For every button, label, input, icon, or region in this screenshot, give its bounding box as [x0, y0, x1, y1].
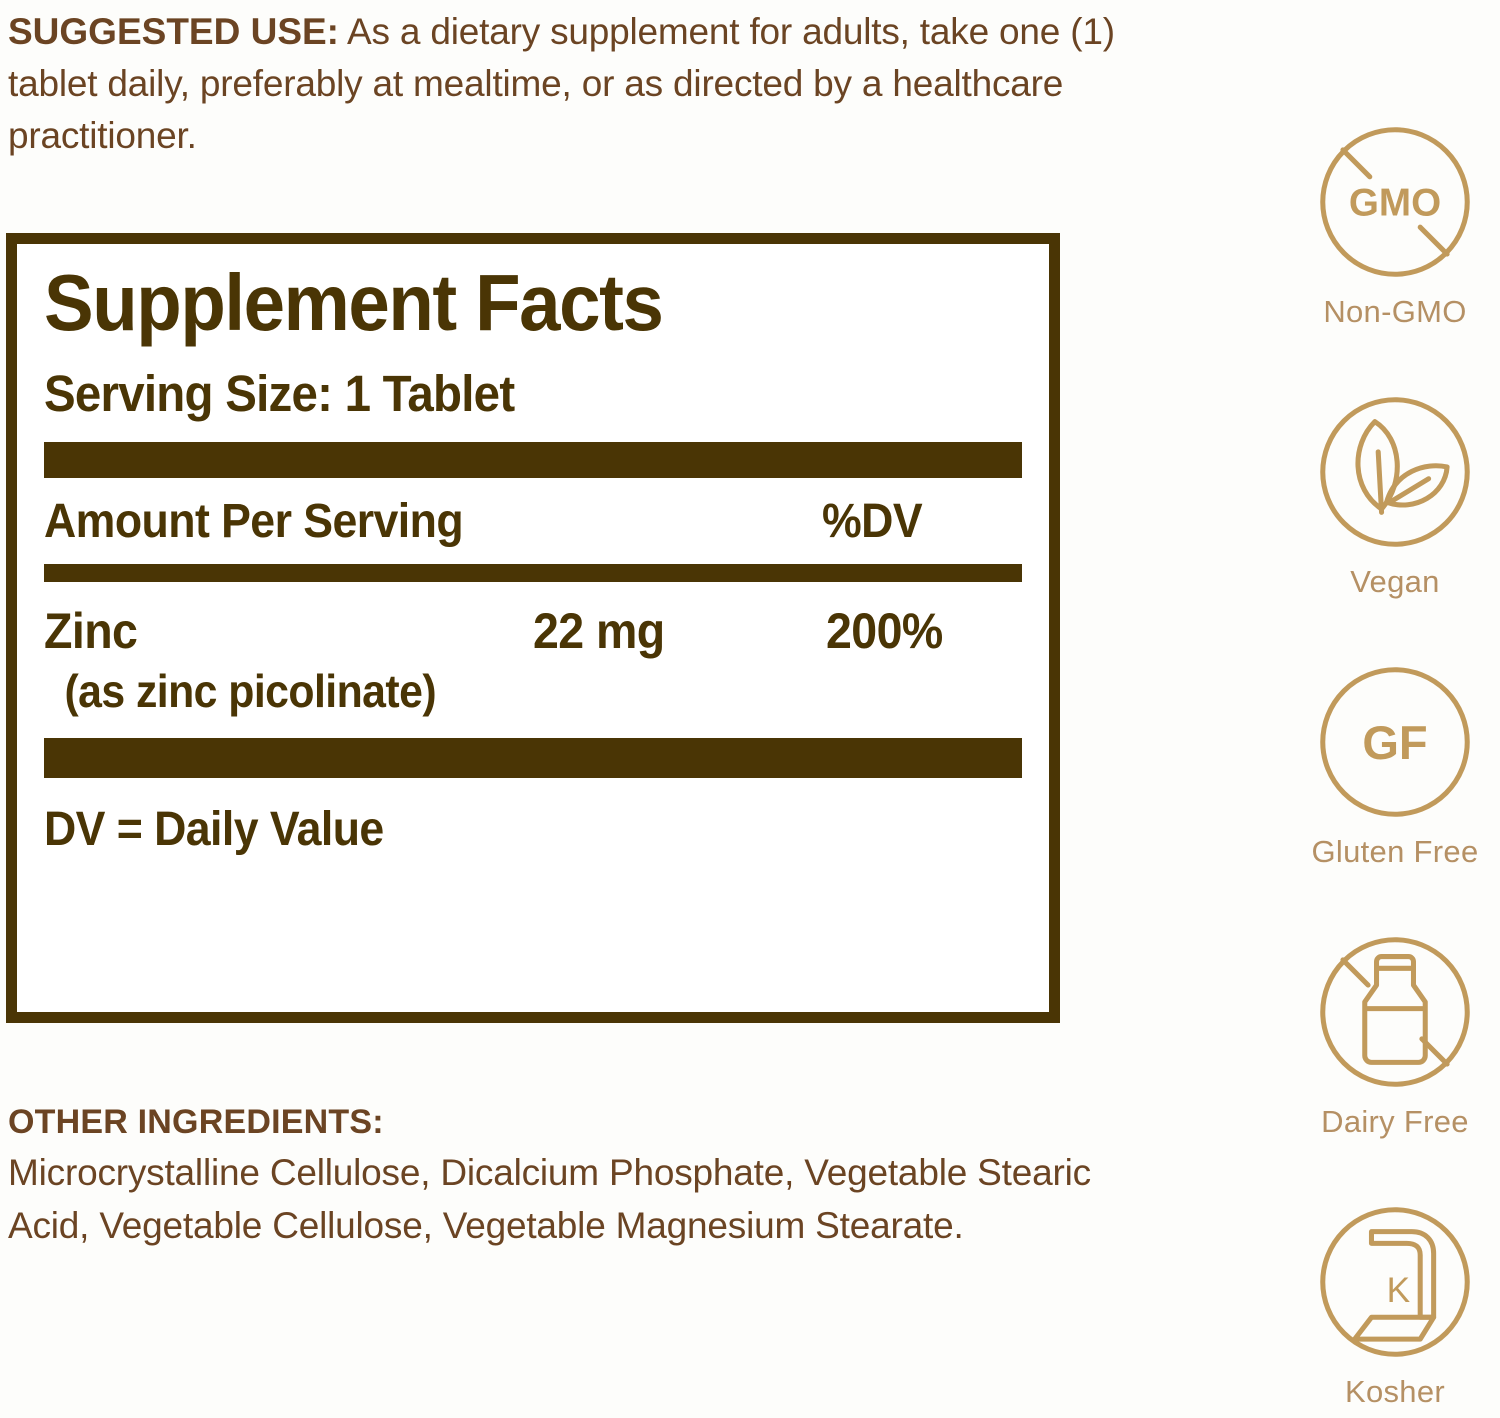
divider-bar-footer	[44, 738, 1022, 778]
supplement-facts-title: Supplement Facts	[44, 258, 664, 347]
supplement-facts-inner: Supplement Facts Serving Size: 1 Tablet …	[15, 242, 1051, 1014]
serving-size-text: Serving Size: 1 Tablet	[44, 365, 515, 422]
badge-dairy-free: Dairy Free	[1290, 928, 1500, 1198]
kosher-kaf-icon: K	[1311, 1198, 1479, 1366]
supplement-facts-panel: Supplement Facts Serving Size: 1 Tablet …	[6, 233, 1060, 1023]
other-ingredients-title: OTHER INGREDIENTS:	[8, 1103, 384, 1141]
badge-kosher: K Kosher	[1290, 1198, 1500, 1418]
divider-bar-medium	[44, 564, 1022, 582]
badge-label-non-gmo: Non-GMO	[1323, 294, 1467, 329]
suggested-use-text: As a dietary supplement for adults, take…	[8, 11, 1115, 156]
nutrient-source: (as zinc picolinate)	[64, 665, 437, 717]
suggested-use-section: SUGGESTED USE: As a dietary supplement f…	[8, 6, 1168, 162]
badge-gluten-free: GF Gluten Free	[1290, 658, 1500, 928]
nutrient-amount: 22 mg	[533, 603, 665, 659]
badge-vegan: Vegan	[1290, 388, 1500, 658]
badge-label-dairy-free: Dairy Free	[1321, 1104, 1469, 1139]
badge-label-kosher: Kosher	[1344, 1374, 1446, 1409]
nutrient-daily-value: 200%	[826, 603, 944, 659]
column-header-row: Amount Per Serving %DV	[44, 494, 1022, 550]
svg-text:GF: GF	[1362, 716, 1427, 769]
svg-text:K: K	[1387, 1271, 1411, 1310]
no-gmo-icon: GMO	[1311, 118, 1479, 286]
certification-badge-rail: GMO Non-GMO Vegan	[1290, 118, 1500, 1418]
badge-non-gmo: GMO Non-GMO	[1290, 118, 1500, 388]
nutrient-name: Zinc	[44, 603, 138, 659]
leaves-icon	[1311, 388, 1479, 556]
other-ingredients-section: OTHER INGREDIENTS: Microcrystalline Cell…	[8, 1098, 1108, 1252]
divider-bar-thick	[44, 442, 1022, 478]
svg-text:GMO: GMO	[1349, 181, 1441, 224]
other-ingredients-text: Microcrystalline Cellulose, Dicalcium Ph…	[8, 1152, 1091, 1246]
gluten-free-icon: GF	[1311, 658, 1479, 826]
daily-value-footnote: DV = Daily Value	[44, 803, 384, 856]
no-dairy-bottle-icon	[1311, 928, 1479, 1096]
suggested-use-paragraph: SUGGESTED USE: As a dietary supplement f…	[8, 6, 1168, 162]
suggested-use-label: SUGGESTED USE:	[8, 11, 339, 52]
dv-header: %DV	[822, 495, 923, 548]
amount-per-serving-header: Amount Per Serving	[44, 495, 464, 548]
badge-label-gluten-free: Gluten Free	[1311, 834, 1479, 869]
nutrient-row: Zinc 22 mg 200%	[44, 602, 1022, 660]
badge-label-vegan: Vegan	[1350, 564, 1440, 599]
